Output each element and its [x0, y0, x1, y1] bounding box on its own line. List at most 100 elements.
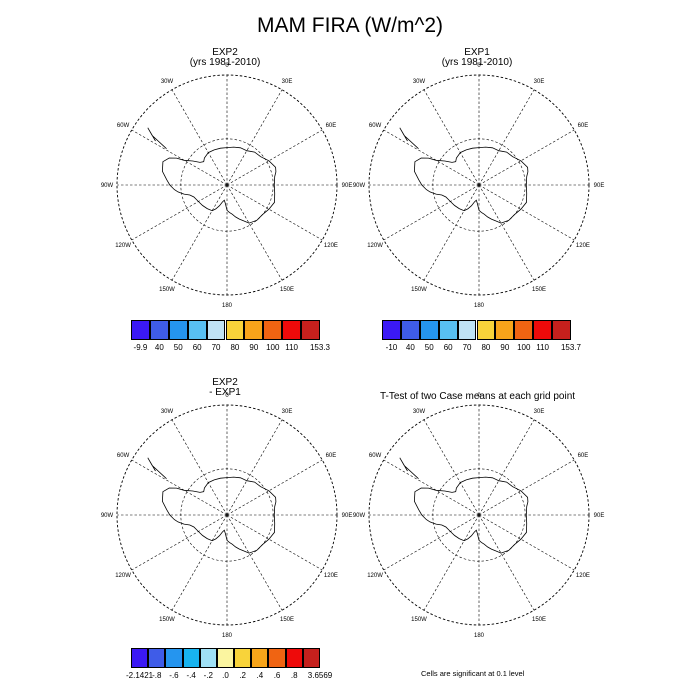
- colorbar-tick-label: -.8: [152, 671, 162, 680]
- antarctica-coastline-ttest: [413, 476, 529, 554]
- colorbar-box: [149, 320, 169, 340]
- colorbar-box: [263, 320, 283, 340]
- colorbar-box: [216, 648, 235, 668]
- colorbar-box: [533, 320, 553, 340]
- colorbar-tick-label: -.2: [203, 671, 213, 680]
- colorbar-tick-label: 50: [173, 343, 183, 352]
- meridian-line-diff: [226, 514, 283, 611]
- colorbar-tick-label: -.4: [186, 671, 196, 680]
- colorbar-box: [419, 320, 439, 340]
- meridian-line-exp2: [226, 89, 283, 186]
- antarctica-coastline-exp1: [413, 146, 529, 224]
- colorbar-tick-label: .4: [256, 671, 264, 680]
- colorbar-tick-label: -9.9: [133, 343, 148, 352]
- colorbar-tick-label: 90: [500, 343, 510, 352]
- colorbar-tick-label: 60: [443, 343, 453, 352]
- longitude-label-exp2: 150W: [159, 287, 175, 293]
- colorbar-box: [457, 320, 477, 340]
- colorbar-tick-label: -2.1421: [126, 671, 154, 680]
- colorbar-box: [225, 320, 245, 340]
- colorbar-tick-label: 153.3: [309, 343, 331, 352]
- colorbar-tick-label: 70: [211, 343, 221, 352]
- longitude-label-ttest: 120W: [367, 573, 383, 579]
- panel-title-exp2-line1: EXP2: [212, 47, 238, 58]
- colorbar-box: [234, 648, 252, 668]
- colorbar-box: [476, 320, 496, 340]
- meridian-line-ttest: [383, 459, 480, 516]
- longitude-label-exp2: 120W: [115, 243, 131, 249]
- meridian-line-exp2: [226, 129, 323, 186]
- colorbar-tick-label: 60: [192, 343, 202, 352]
- colorbar-tick-label: 80: [481, 343, 491, 352]
- figure-title: MAM FIRA (W/m^2): [256, 14, 443, 37]
- longitude-label-diff: 120E: [324, 573, 338, 579]
- longitude-label-exp1: 180: [474, 303, 485, 309]
- colorbar-tick-label: 40: [405, 343, 415, 352]
- meridian-line-ttest: [423, 514, 480, 611]
- longitude-label-ttest: 150E: [532, 617, 546, 623]
- meridian-line-exp2: [226, 184, 283, 281]
- panel-title-diff-line1: EXP2: [212, 377, 238, 388]
- colorbar-box: [244, 320, 264, 340]
- antarctic-peninsula-ttest: [399, 457, 419, 479]
- longitude-label-ttest: 180: [474, 633, 485, 639]
- meridian-line-exp2: [131, 129, 228, 186]
- longitude-label-diff: 150W: [159, 617, 175, 623]
- colorbar-tick-label: 70: [462, 343, 472, 352]
- colorbar-box: [400, 320, 420, 340]
- colorbar-box: [148, 648, 166, 668]
- panel-title-exp2: EXP2 (yrs 1981-2010): [150, 48, 300, 68]
- colorbar-box: [438, 320, 458, 340]
- colorbar-box: [165, 648, 183, 668]
- meridian-line-exp1: [478, 184, 535, 281]
- colorbar-box: [131, 648, 149, 668]
- colorbar-tick-label: 3.6569: [307, 671, 333, 680]
- longitude-label-exp2: 90E: [342, 183, 353, 189]
- meridian-line-exp1: [383, 184, 480, 241]
- meridian-line-diff: [226, 419, 283, 516]
- longitude-label-ttest: 30E: [534, 409, 545, 415]
- colorbar-box: [514, 320, 534, 340]
- meridian-line-exp1: [478, 129, 575, 186]
- meridian-line-ttest: [423, 419, 480, 516]
- colorbar-box: [552, 320, 571, 340]
- longitude-label-exp1: 30W: [413, 79, 426, 85]
- longitude-label-diff: 120W: [115, 573, 131, 579]
- panel-title-exp1-line2: (yrs 1981-2010): [441, 57, 513, 68]
- antarctica-coastline-diff: [161, 476, 277, 554]
- meridian-line-diff: [171, 514, 228, 611]
- longitude-label-diff: 30E: [282, 409, 293, 415]
- meridian-line-diff: [171, 419, 228, 516]
- longitude-label-exp2: 60W: [117, 123, 130, 129]
- meridian-line-diff: [131, 514, 228, 571]
- panel-title-exp1: EXP1 (yrs 1981-2010): [402, 48, 552, 68]
- longitude-label-ttest: 30W: [413, 409, 426, 415]
- longitude-label-exp1: 30E: [534, 79, 545, 85]
- colorbar-tick-label: 100: [266, 343, 280, 352]
- colorbar-box: [199, 648, 217, 668]
- meridian-line-diff: [226, 514, 323, 571]
- longitude-label-exp1: 90E: [594, 183, 605, 189]
- colorbar-tick-label: 153.7: [560, 343, 582, 352]
- colorbar-tick-label: 80: [230, 343, 240, 352]
- longitude-label-diff: 180: [222, 633, 233, 639]
- meridian-line-diff: [131, 459, 228, 516]
- longitude-label-exp2: 0: [225, 63, 229, 69]
- longitude-label-ttest: 90W: [353, 513, 366, 519]
- longitude-label-ttest: 150W: [411, 617, 427, 623]
- meridian-line-exp1: [423, 184, 480, 281]
- meridian-line-ttest: [478, 459, 575, 516]
- longitude-label-ttest: 120E: [576, 573, 590, 579]
- colorbar-box: [285, 648, 303, 668]
- meridian-line-exp1: [478, 184, 575, 241]
- colorbar-tick-label: -10: [385, 343, 398, 352]
- longitude-label-exp1: 60E: [578, 123, 589, 129]
- antarctica-coastline-exp2: [161, 146, 277, 224]
- colorbar-tick-label: 110: [536, 343, 550, 352]
- panel-title-ttest-line1: T-Test of two Case means at each grid po…: [379, 391, 576, 402]
- colorbar-box: [382, 320, 401, 340]
- longitude-label-exp2: 90W: [101, 183, 114, 189]
- colorbar-tick-label: .2: [239, 671, 246, 680]
- significance-footnote: Cells are significant at 0.1 level: [421, 669, 525, 678]
